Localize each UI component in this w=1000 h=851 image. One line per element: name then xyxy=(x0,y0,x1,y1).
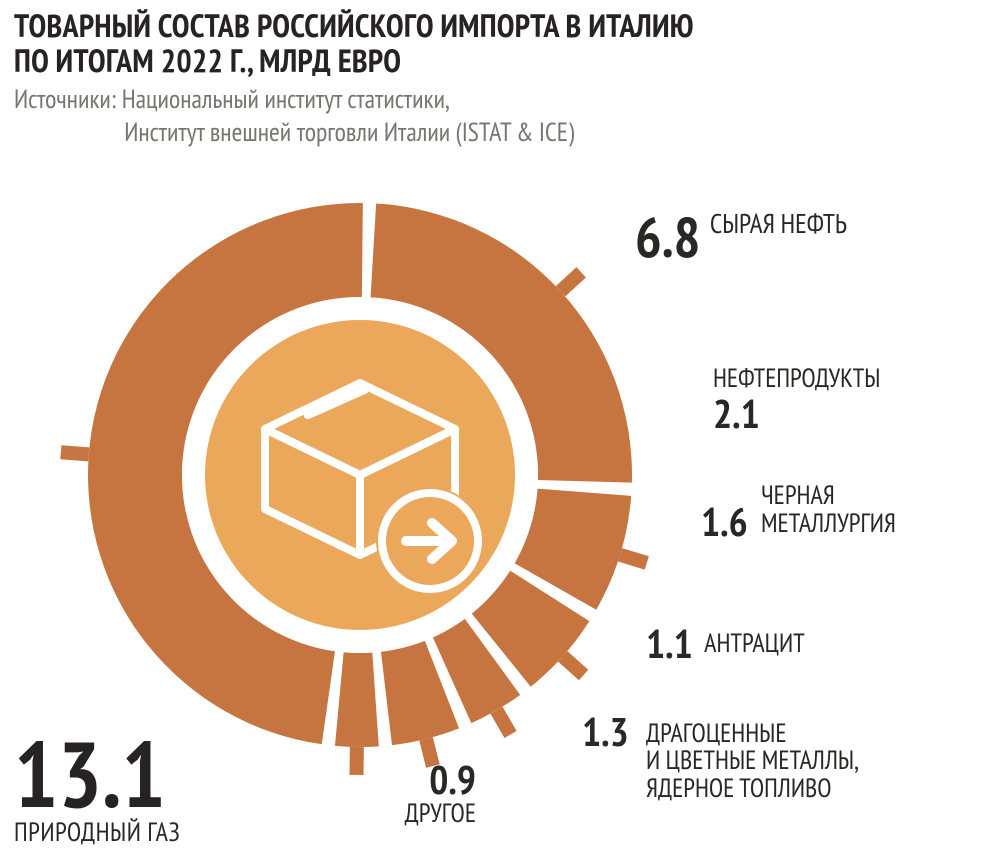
donut-seg-other xyxy=(335,652,379,747)
donut-tick-natural-gas xyxy=(61,452,89,454)
ferrous-label-1: ЧЕРНАЯ xyxy=(761,482,835,509)
crude-oil-value: 6.8 xyxy=(635,209,700,265)
anthracite-value: 1.1 xyxy=(646,624,693,664)
donut-tick-oil-products xyxy=(620,555,647,563)
precious-value: 1.3 xyxy=(582,712,629,752)
callout-crude-oil: 6.8 СЫРАЯ НЕФТЬ xyxy=(635,209,847,265)
anthracite-label: АНТРАЦИТ xyxy=(696,630,805,657)
other-value: 0.9 xyxy=(366,760,476,800)
donut-tick-ferrous xyxy=(563,656,584,675)
donut-tick-anthracite xyxy=(496,710,510,734)
ferrous-label-2: МЕТАЛЛУРГИЯ xyxy=(761,510,896,537)
other-label: ДРУГОЕ xyxy=(366,800,476,827)
callout-anthracite: 1.1 АНТРАЦИТ xyxy=(646,624,805,664)
infographic-stage: ТОВАРНЫЙ СОСТАВ РОССИЙСКОГО ИМПОРТА В ИТ… xyxy=(0,0,1000,851)
natural-gas-label: ПРИРОДНЫЙ ГАЗ xyxy=(14,816,180,849)
donut-tick-crude-oil xyxy=(561,272,582,291)
callout-oil-products: НЕФТЕПРОДУКТЫ 2.1 xyxy=(713,365,880,434)
crude-oil-label: СЫРАЯ НЕФТЬ xyxy=(704,210,847,238)
precious-label-3: ЯДЕРНОЕ ТОПЛИВО xyxy=(646,772,831,805)
oil-products-value: 2.1 xyxy=(713,394,880,434)
ferrous-value: 1.6 xyxy=(701,502,748,542)
natural-gas-value: 13.1 xyxy=(14,733,165,816)
callout-precious-metals: 1.3 ДРАГОЦЕННЫЕ И ЦВЕТНЫЕ МЕТАЛЛЫ, ЯДЕРН… xyxy=(582,712,629,752)
callout-other: 0.9 ДРУГОЕ xyxy=(366,760,476,827)
